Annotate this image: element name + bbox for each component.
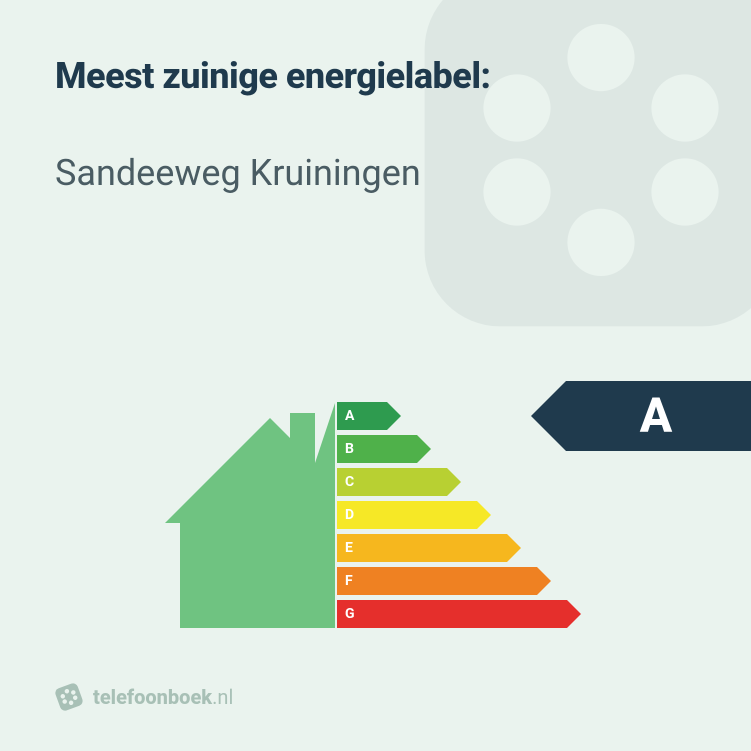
energy-label-chart: ABCDEFG A: [55, 224, 696, 683]
energy-bar-e: E: [337, 534, 727, 562]
energy-bar-label: C: [345, 468, 354, 496]
energy-bar-label: G: [345, 600, 355, 628]
energy-label-card: Meest zuinige energielabel: Sandeeweg Kr…: [0, 0, 751, 751]
energy-bar-f: F: [337, 567, 727, 595]
energy-bar-g: G: [337, 600, 727, 628]
energy-bar-label: E: [345, 534, 353, 562]
selected-label-badge: A: [531, 381, 751, 451]
energy-bar-label: F: [345, 567, 353, 595]
footer-brand-text: telefoonboek.nl: [93, 685, 233, 709]
house-icon: [165, 403, 335, 628]
energy-bar-label: A: [345, 402, 354, 430]
footer-phone-dial-icon: [51, 679, 87, 715]
footer-brand-rest: .nl: [212, 685, 233, 709]
energy-bar-label: B: [345, 435, 354, 463]
energy-bar-d: D: [337, 501, 727, 529]
card-title: Meest zuinige energielabel:: [55, 55, 696, 97]
footer-brand-bold: telefoonboek: [93, 685, 212, 709]
energy-bar-label: D: [345, 501, 354, 529]
selected-label-letter: A: [531, 381, 751, 451]
energy-bar-c: C: [337, 468, 727, 496]
footer: telefoonboek.nl: [55, 683, 696, 711]
card-subtitle: Sandeeweg Kruiningen: [55, 152, 696, 194]
